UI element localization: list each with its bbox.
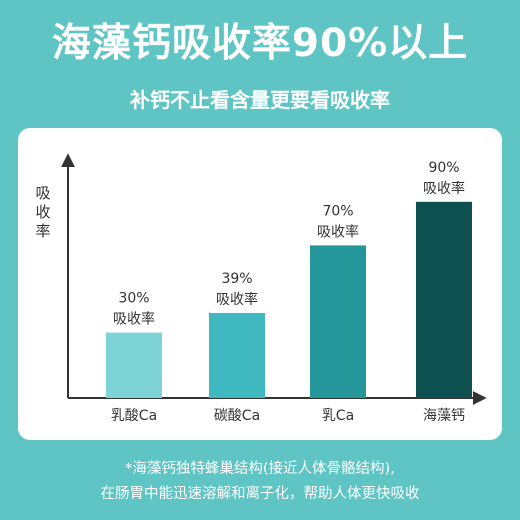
x-tick-label-3: 海藻钙 bbox=[423, 408, 465, 424]
bar-value-label-2: 70% bbox=[322, 203, 353, 219]
bar-value-label-3: 90% bbox=[428, 160, 459, 176]
y-axis-label: 吸收率 bbox=[35, 184, 50, 240]
bar-3 bbox=[416, 201, 472, 398]
bar-1 bbox=[209, 312, 265, 398]
bar-2 bbox=[310, 245, 366, 398]
y-axis-label-text: 吸收率 bbox=[35, 184, 50, 240]
bar-0 bbox=[106, 332, 162, 398]
bar-caption-2: 吸收率 bbox=[317, 223, 359, 240]
page-subtitle: 补钙不止看含量更要看吸收率 bbox=[130, 88, 390, 112]
footnote-line-1: *海藻钙独特蜂巢结构(接近人体骨骼结构), bbox=[125, 461, 395, 477]
bar-caption-3: 吸收率 bbox=[423, 180, 465, 197]
x-tick-label-0: 乳酸Ca bbox=[111, 408, 157, 424]
footnote-line-2: 在肠胃中能迅速溶解和离子化，帮助人体更快吸收 bbox=[100, 486, 420, 502]
page-title: 海藻钙吸收率90%以上 bbox=[51, 21, 469, 66]
bar-caption-0: 吸收率 bbox=[113, 311, 155, 328]
x-tick-label-2: 乳Ca bbox=[322, 408, 354, 424]
bar-value-label-0: 30% bbox=[118, 291, 149, 307]
bar-value-label-1: 39% bbox=[221, 271, 252, 287]
bar-caption-1: 吸收率 bbox=[216, 291, 258, 308]
footnote: *海藻钙独特蜂巢结构(接近人体骨骼结构), 在肠胃中能迅速溶解和离子化，帮助人体… bbox=[0, 457, 520, 507]
x-tick-label-1: 碳酸Ca bbox=[214, 408, 260, 424]
chart-card: 吸收率 30% 吸收率乳酸Ca 39% 吸收率碳酸Ca 70% 吸收率乳Ca 90% 吸收率海… bbox=[18, 128, 502, 440]
